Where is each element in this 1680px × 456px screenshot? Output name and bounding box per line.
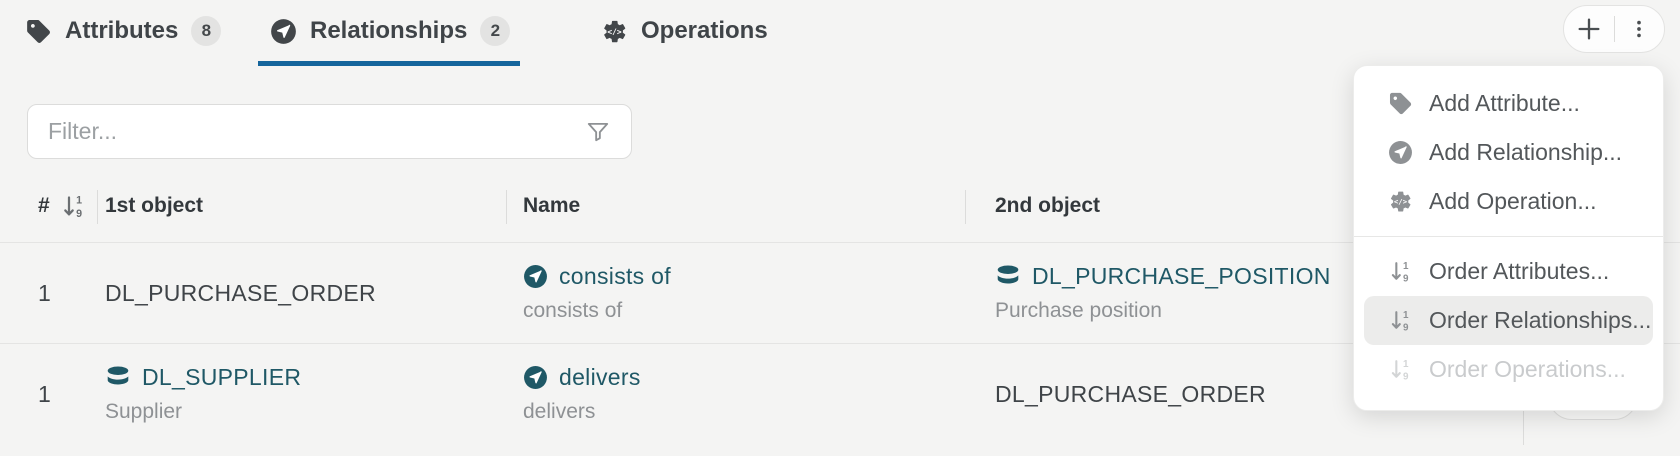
sort-numeric-icon [1388,259,1413,284]
operation-icon [601,18,628,45]
menu-item-add-operation[interactable]: Add Operation... [1364,177,1653,226]
menu-item-order-attributes[interactable]: Order Attributes... [1364,247,1653,296]
sort-numeric-icon [1388,357,1413,382]
relationship-icon [523,264,548,289]
cell-first-object: DL_SUPPLIER Supplier [105,344,505,444]
object-link[interactable]: DL_PURCHASE_POSITION [1032,262,1331,289]
plus-icon [1575,15,1603,43]
column-divider [97,190,98,224]
menu-item-order-operations: Order Operations... [1364,345,1653,394]
table-header: # 1st object Name 2nd object [0,183,1680,229]
sort-numeric-icon [1388,308,1413,333]
more-options-button[interactable] [1615,6,1665,52]
relationship-subtitle: delivers [523,400,596,423]
relationship-link[interactable]: delivers [559,363,641,390]
filter-box [27,104,632,159]
active-tab-underline [258,61,520,66]
cell-name: consists of consists of [523,243,978,343]
context-menu: Add Attribute... Add Relationship... Add… [1353,65,1664,411]
funnel-icon[interactable] [585,119,611,145]
database-icon [105,364,131,390]
object-subtitle: Supplier [105,400,183,423]
operation-icon [1388,189,1413,214]
header-index: # [38,194,50,217]
menu-item-label: Order Operations... [1429,356,1626,382]
object-text: DL_PURCHASE_ORDER [105,279,376,306]
tab-label: Operations [641,17,768,44]
menu-item-add-attribute[interactable]: Add Attribute... [1364,79,1653,128]
table-row: 1 DL_PURCHASE_ORDER consists of consists… [0,242,1680,343]
tab-label: Relationships [310,17,468,44]
tab-operations[interactable]: Operations [601,0,768,62]
cell-second-object: DL_PURCHASE_POSITION Purchase position [995,243,1520,343]
filter-input[interactable] [48,118,585,145]
header-name: Name [523,194,581,217]
tab-relationships[interactable]: Relationships 2 [270,0,511,62]
menu-item-label: Add Relationship... [1429,139,1623,165]
sort-numeric-icon[interactable] [60,193,87,220]
cell-name: delivers delivers [523,344,978,444]
object-link[interactable]: DL_SUPPLIER [142,363,302,390]
kebab-menu-icon [1628,18,1650,40]
cell-index: 1 [38,279,52,306]
relationship-icon [270,18,297,45]
add-button[interactable] [1564,6,1614,52]
header-second-object: 2nd object [995,194,1101,217]
relationship-icon [1388,140,1413,165]
relationships-count-badge: 2 [480,16,511,46]
relationship-link[interactable]: consists of [559,262,671,289]
menu-item-label: Order Attributes... [1429,258,1610,284]
pill-divider [1613,16,1615,42]
menu-item-order-relationships[interactable]: Order Relationships... [1364,296,1653,345]
relationship-subtitle: consists of [523,299,623,322]
tab-label: Attributes [65,17,179,44]
column-divider [506,190,507,224]
database-icon [995,263,1021,289]
menu-divider [1354,236,1663,237]
relationship-icon [523,365,548,390]
cell-second-object: DL_PURCHASE_ORDER [995,344,1520,444]
menu-item-label: Add Operation... [1429,188,1597,214]
object-subtitle: Purchase position [995,299,1162,322]
object-text: DL_PURCHASE_ORDER [995,380,1266,407]
table-row: 1 DL_SUPPLIER Supplier delivers delivers… [0,343,1680,444]
cell-first-object: DL_PURCHASE_ORDER [105,243,505,343]
toolbar-pill [1563,5,1665,53]
menu-item-label: Add Attribute... [1429,90,1580,116]
menu-item-add-relationship[interactable]: Add Relationship... [1364,128,1653,177]
attributes-count-badge: 8 [191,16,222,46]
tab-attributes[interactable]: Attributes 8 [25,0,222,62]
column-divider [965,190,966,224]
menu-item-label: Order Relationships... [1429,307,1652,333]
header-first-object: 1st object [105,194,204,217]
tag-icon [25,18,52,45]
cell-index: 1 [38,380,52,407]
tag-icon [1388,91,1413,116]
